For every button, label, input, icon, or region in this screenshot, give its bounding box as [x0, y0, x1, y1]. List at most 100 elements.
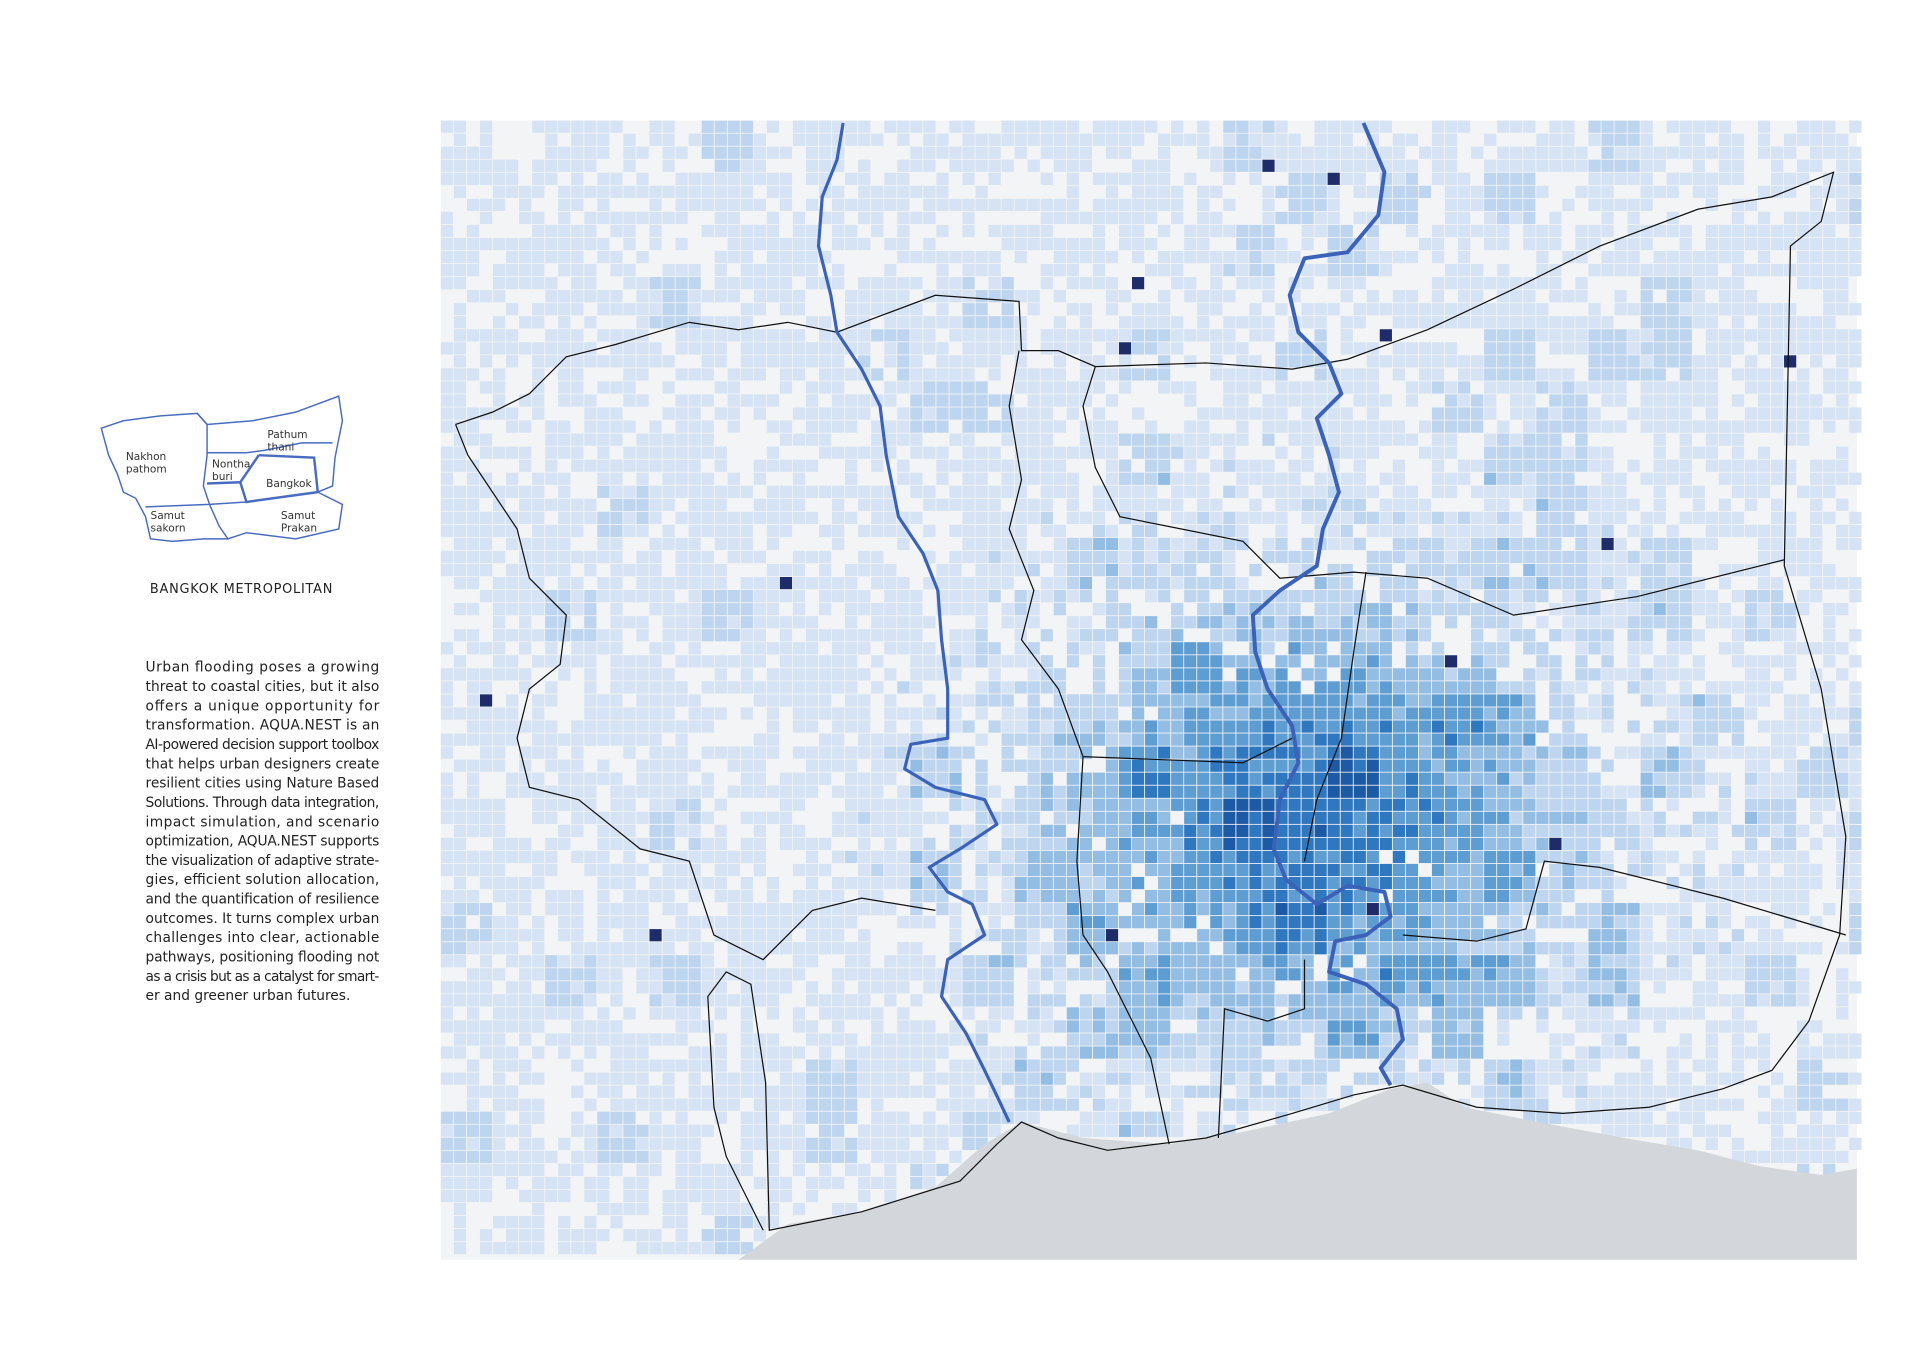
grid-cell: [845, 120, 858, 133]
grid-cell: [1210, 603, 1223, 616]
grid-cell: [845, 616, 858, 629]
grid-cell: [1744, 290, 1758, 303]
grid-cell: [1379, 472, 1392, 485]
grid-cell: [1549, 446, 1562, 459]
grid-cell: [740, 655, 753, 668]
grid-cell: [688, 394, 701, 407]
grid-cell: [988, 368, 1001, 381]
grid-cell: [1731, 733, 1745, 746]
grid-cell: [597, 642, 610, 655]
grid-cell: [1640, 394, 1653, 407]
grid-cell: [1314, 837, 1327, 851]
grid-cell: [1536, 642, 1549, 655]
grid-cell: [1588, 459, 1601, 472]
grid-cell: [1744, 798, 1758, 811]
grid-cell: [1301, 277, 1314, 290]
grid-cell: [1353, 172, 1366, 185]
grid-cell: [571, 329, 584, 342]
grid-cell: [440, 694, 454, 707]
grid-cell: [584, 563, 597, 577]
grid-cell: [779, 381, 793, 394]
grid-cell: [936, 498, 949, 511]
grid-cell: [779, 798, 793, 811]
grid-cell: [1523, 642, 1536, 655]
grid-cell: [636, 629, 649, 642]
grid-cell: [688, 785, 701, 798]
grid-cell: [1797, 381, 1810, 394]
grid-cell: [1262, 433, 1275, 446]
grid-cell: [1705, 146, 1718, 159]
grid-cell: [975, 707, 988, 720]
grid-cell: [1601, 577, 1614, 590]
grid-cell: [1001, 889, 1014, 903]
grid-cell: [1757, 694, 1771, 707]
grid-cell: [571, 590, 584, 603]
grid-cell: [558, 316, 571, 329]
grid-cell: [1314, 655, 1327, 668]
grid-cell: [1145, 498, 1158, 511]
grid-cell: [1405, 563, 1419, 577]
grid-cell: [440, 837, 454, 851]
grid-cell: [962, 511, 975, 524]
grid-cell: [532, 772, 545, 785]
grid-cell: [675, 211, 688, 225]
grid-cell: [753, 159, 766, 172]
grid-cell: [1549, 785, 1562, 798]
grid-cell: [1510, 850, 1523, 864]
grid-cell: [832, 746, 845, 759]
grid-cell: [1471, 798, 1484, 811]
grid-cell: [1431, 237, 1445, 251]
grid-cell: [1145, 159, 1158, 172]
grid-cell: [466, 407, 480, 420]
grid-cell: [1744, 472, 1758, 485]
grid-cell: [779, 837, 793, 851]
grid-cell: [1640, 903, 1653, 916]
grid-cell: [1197, 316, 1210, 329]
grid-cell: [884, 420, 897, 433]
grid-cell: [1145, 511, 1158, 524]
grid-cell: [1379, 563, 1392, 577]
grid-cell: [1679, 642, 1692, 655]
grid-cell: [1066, 277, 1079, 290]
grid-cell: [936, 772, 949, 785]
grid-cell: [1744, 785, 1758, 798]
grid-cell: [1236, 159, 1249, 172]
grid-cell: [453, 485, 467, 498]
grid-cell: [779, 342, 793, 355]
grid-cell: [571, 850, 584, 864]
grid-cell: [1392, 837, 1405, 851]
grid-cell: [1692, 863, 1705, 877]
grid-cell: [1731, 211, 1745, 225]
grid-cell: [532, 394, 545, 407]
grid-cell: [1431, 733, 1445, 746]
grid-cell: [1210, 537, 1223, 551]
grid-cell: [506, 668, 519, 681]
grid-cell: [1014, 250, 1027, 264]
grid-cell: [649, 563, 662, 577]
grid-cell: [1197, 498, 1210, 511]
grid-cell: [545, 342, 558, 355]
grid-cell: [1744, 681, 1758, 694]
grid-cell: [1379, 120, 1392, 133]
grid-cell: [610, 329, 623, 342]
grid-cell: [688, 198, 701, 211]
grid-cell: [1575, 903, 1588, 916]
grid-cell: [1627, 342, 1640, 355]
grid-cell: [1484, 316, 1497, 329]
grid-cell: [532, 563, 545, 577]
grid-cell: [1810, 224, 1823, 238]
grid-cell: [1627, 407, 1640, 420]
grid-cell: [1288, 381, 1301, 394]
grid-cell: [779, 655, 793, 668]
grid-cell: [1327, 407, 1340, 420]
grid-cell: [1353, 250, 1366, 264]
grid-cell: [636, 303, 649, 316]
grid-cell: [1836, 172, 1849, 185]
grid-cell: [1601, 707, 1614, 720]
grid-cell: [584, 316, 597, 329]
grid-cell: [766, 694, 780, 707]
grid-cell: [832, 707, 845, 720]
grid-cell: [962, 407, 975, 420]
grid-cell: [1731, 850, 1745, 864]
grid-cell: [701, 616, 714, 629]
